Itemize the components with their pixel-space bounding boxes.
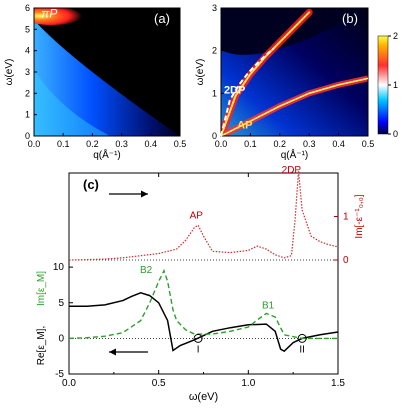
panel-b-xtick-label: 0.5: [362, 139, 375, 149]
panel-a-xlabel: q(Å⁻¹): [93, 148, 121, 161]
panel-c-ytick-label: 10: [53, 262, 65, 273]
panel-a-continuum: [34, 20, 180, 136]
panel-a-ytick-label: 2: [25, 88, 30, 98]
panel-c-xtick-label: 1.5: [331, 378, 345, 389]
panel-a-pip-peak: [34, 8, 82, 25]
colorbar-tick-label: 0: [393, 129, 398, 139]
panel-c-peak-b2: B2: [140, 265, 153, 276]
panel-c-zero-ii-marker: [297, 333, 307, 343]
panel-b-ap-annotation: AP: [237, 119, 252, 131]
panel-c-xtick-label: 0.0: [62, 378, 76, 389]
panel-c-ylabel-black: Re[ε_M],: [36, 326, 47, 365]
panel-c-ytick-label: 0: [58, 333, 64, 344]
panel-c-ylabel-right: Im[-ε⁻¹₀,₀]: [354, 194, 365, 238]
panel-b-ytick-label: 1: [212, 88, 217, 98]
panel-a-ytick-label: 0: [25, 131, 30, 141]
panel-c-frame: [68, 172, 339, 375]
panel-c-peak-b1: B1: [262, 300, 275, 311]
panel-a-ytick-label: 1: [25, 110, 30, 120]
panel-b-label: (b): [342, 11, 358, 26]
panel-a-lowq-band: [34, 70, 110, 136]
colorbar: [377, 35, 389, 135]
panel-a-xtick-label: 0.4: [145, 139, 158, 149]
panel-b-xtick-label: 0.0: [215, 139, 228, 149]
panel-a-ytick-label: 4: [25, 46, 30, 56]
panel-b-2dp-annotation: 2DP: [224, 84, 245, 96]
panel-a-xtick-label: 0.2: [86, 139, 99, 149]
panel-c-ylabel-green: Im[ε_M]: [36, 271, 47, 306]
panel-c-xtick-label: 0.5: [152, 378, 166, 389]
colorbar-tick-label: 2: [393, 31, 398, 41]
panel-c-ytick-right-label: 1: [343, 212, 349, 223]
panel-a-ylabel: ω(eV): [4, 59, 15, 86]
panel-c-arrow-left-head: [109, 348, 116, 356]
colorbar-tick-label: 1: [393, 80, 398, 90]
panel-b-ytick-label: 2: [212, 46, 217, 56]
panel-c-ytick-label: 5: [58, 298, 64, 309]
panel-a-ytick-label: 3: [25, 67, 30, 77]
panel-a-pip-annotation: πP: [41, 7, 57, 21]
panel-c-ytick-right-label: 0: [343, 255, 349, 266]
2dp-dashed-line: [220, 47, 275, 137]
panel-b-xtick-label: 0.4: [332, 139, 345, 149]
panel-b-frame: [220, 7, 369, 137]
panel-b-ylabel: ω(eV): [195, 59, 206, 86]
panel-b-continuum: [221, 8, 368, 136]
panel-c-xlabel: ω(eV): [189, 391, 218, 403]
panel-c-label: (c): [83, 177, 99, 192]
series-re-epsilon-m: [69, 292, 339, 353]
series-im-epsilon-m: [68, 268, 338, 340]
panel-a-xtick-label: 0.1: [57, 139, 70, 149]
panel-c-zero-ii-label: II: [299, 344, 305, 355]
panel-a-xtick-label: 0.0: [28, 139, 41, 149]
ap-dotted-line: [220, 77, 369, 137]
panel-b-xtick-label: 0.2: [274, 139, 287, 149]
panel-c-zero-i-marker: [193, 333, 203, 343]
panel-b-ytick-label: 3: [212, 3, 217, 13]
panel-c-xtick-label: 1.0: [241, 378, 255, 389]
panel-a-xtick-label: 0.3: [115, 139, 128, 149]
axes-layer: 0.0 0.1 0.2 0.3 0.4 0.5 0 1 2 3 4 5 6 q(Å⁻¹) ω(eV) (a) π…: [4, 3, 398, 403]
panel-a-xtick-label: 0.5: [174, 139, 187, 149]
panel-b-ytick-label: 0: [212, 131, 217, 141]
panel-c-arrow-right-head: [141, 190, 148, 198]
2dp-dotted-line: [220, 11, 310, 137]
panel-c-ytick-label: -5: [55, 369, 64, 380]
panel-a-label: (a): [154, 11, 170, 26]
panel-c-peak-ap: AP: [190, 211, 204, 222]
series-im-inverse-epsilon: [68, 170, 339, 261]
panel-a-ytick-label: 6: [25, 3, 30, 13]
panel-b-xtick-label: 0.1: [244, 139, 257, 149]
panel-c-zero-i-label: I: [197, 344, 200, 355]
panel-a-ytick-label: 5: [25, 24, 30, 34]
panel-b-xtick-label: 0.3: [303, 139, 316, 149]
panel-c-peak-2dp: 2DP: [282, 165, 302, 176]
panel-b-xlabel: q(Å⁻¹): [281, 148, 309, 161]
panel-a: [34, 8, 180, 136]
